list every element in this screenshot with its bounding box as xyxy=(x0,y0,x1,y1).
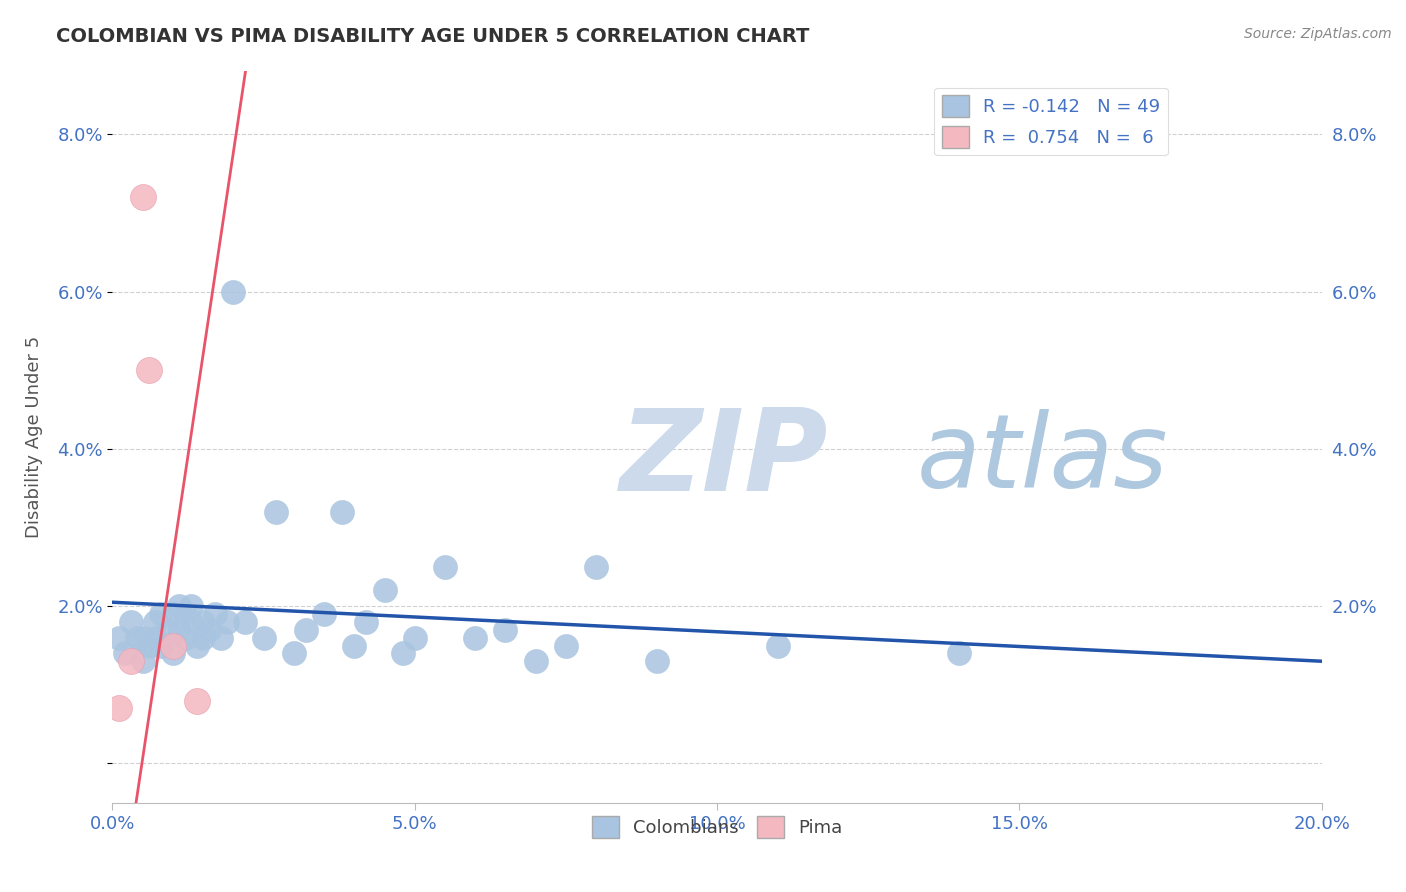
Point xyxy=(107,701,129,715)
Point xyxy=(174,631,197,645)
Point xyxy=(132,190,155,204)
Point xyxy=(180,615,202,629)
Point xyxy=(120,615,142,629)
Point xyxy=(524,654,547,668)
Point xyxy=(120,654,142,668)
Point xyxy=(343,639,366,653)
Text: Source: ZipAtlas.com: Source: ZipAtlas.com xyxy=(1244,27,1392,41)
Point xyxy=(149,639,172,653)
Point xyxy=(356,615,378,629)
Point xyxy=(132,654,155,668)
Point xyxy=(138,639,160,653)
Point xyxy=(114,646,136,660)
Point xyxy=(167,623,190,637)
Point xyxy=(217,615,239,629)
Point xyxy=(235,615,257,629)
Point xyxy=(156,623,179,637)
Point xyxy=(585,559,607,574)
Text: COLOMBIAN VS PIMA DISABILITY AGE UNDER 5 CORRELATION CHART: COLOMBIAN VS PIMA DISABILITY AGE UNDER 5… xyxy=(56,27,810,45)
Point xyxy=(222,285,245,299)
Point xyxy=(554,639,576,653)
Point xyxy=(186,693,208,707)
Point xyxy=(167,599,190,614)
Point xyxy=(162,639,184,653)
Point xyxy=(125,631,148,645)
Point xyxy=(162,607,184,621)
Point xyxy=(330,505,353,519)
Point xyxy=(295,623,318,637)
Point xyxy=(374,583,396,598)
Point xyxy=(253,631,276,645)
Point xyxy=(204,607,226,621)
Point xyxy=(174,607,197,621)
Point xyxy=(209,631,232,645)
Point xyxy=(948,646,970,660)
Point xyxy=(391,646,413,660)
Point xyxy=(191,631,214,645)
Point xyxy=(404,631,426,645)
Point xyxy=(464,631,486,645)
Point xyxy=(766,639,789,653)
Point xyxy=(495,623,517,637)
Point xyxy=(645,654,668,668)
Point xyxy=(264,505,287,519)
Point xyxy=(314,607,336,621)
Text: atlas: atlas xyxy=(917,409,1168,509)
Point xyxy=(143,615,166,629)
Y-axis label: Disability Age Under 5: Disability Age Under 5 xyxy=(25,336,44,538)
Legend: Colombians, Pima: Colombians, Pima xyxy=(585,808,849,845)
Point xyxy=(132,631,155,645)
Point xyxy=(138,363,160,377)
Point xyxy=(143,631,166,645)
Point xyxy=(186,639,208,653)
Point xyxy=(283,646,305,660)
Point xyxy=(162,646,184,660)
Point xyxy=(198,623,221,637)
Point xyxy=(180,599,202,614)
Text: ZIP: ZIP xyxy=(620,403,828,515)
Point xyxy=(107,631,129,645)
Point xyxy=(191,615,214,629)
Point xyxy=(433,559,456,574)
Point xyxy=(149,607,172,621)
